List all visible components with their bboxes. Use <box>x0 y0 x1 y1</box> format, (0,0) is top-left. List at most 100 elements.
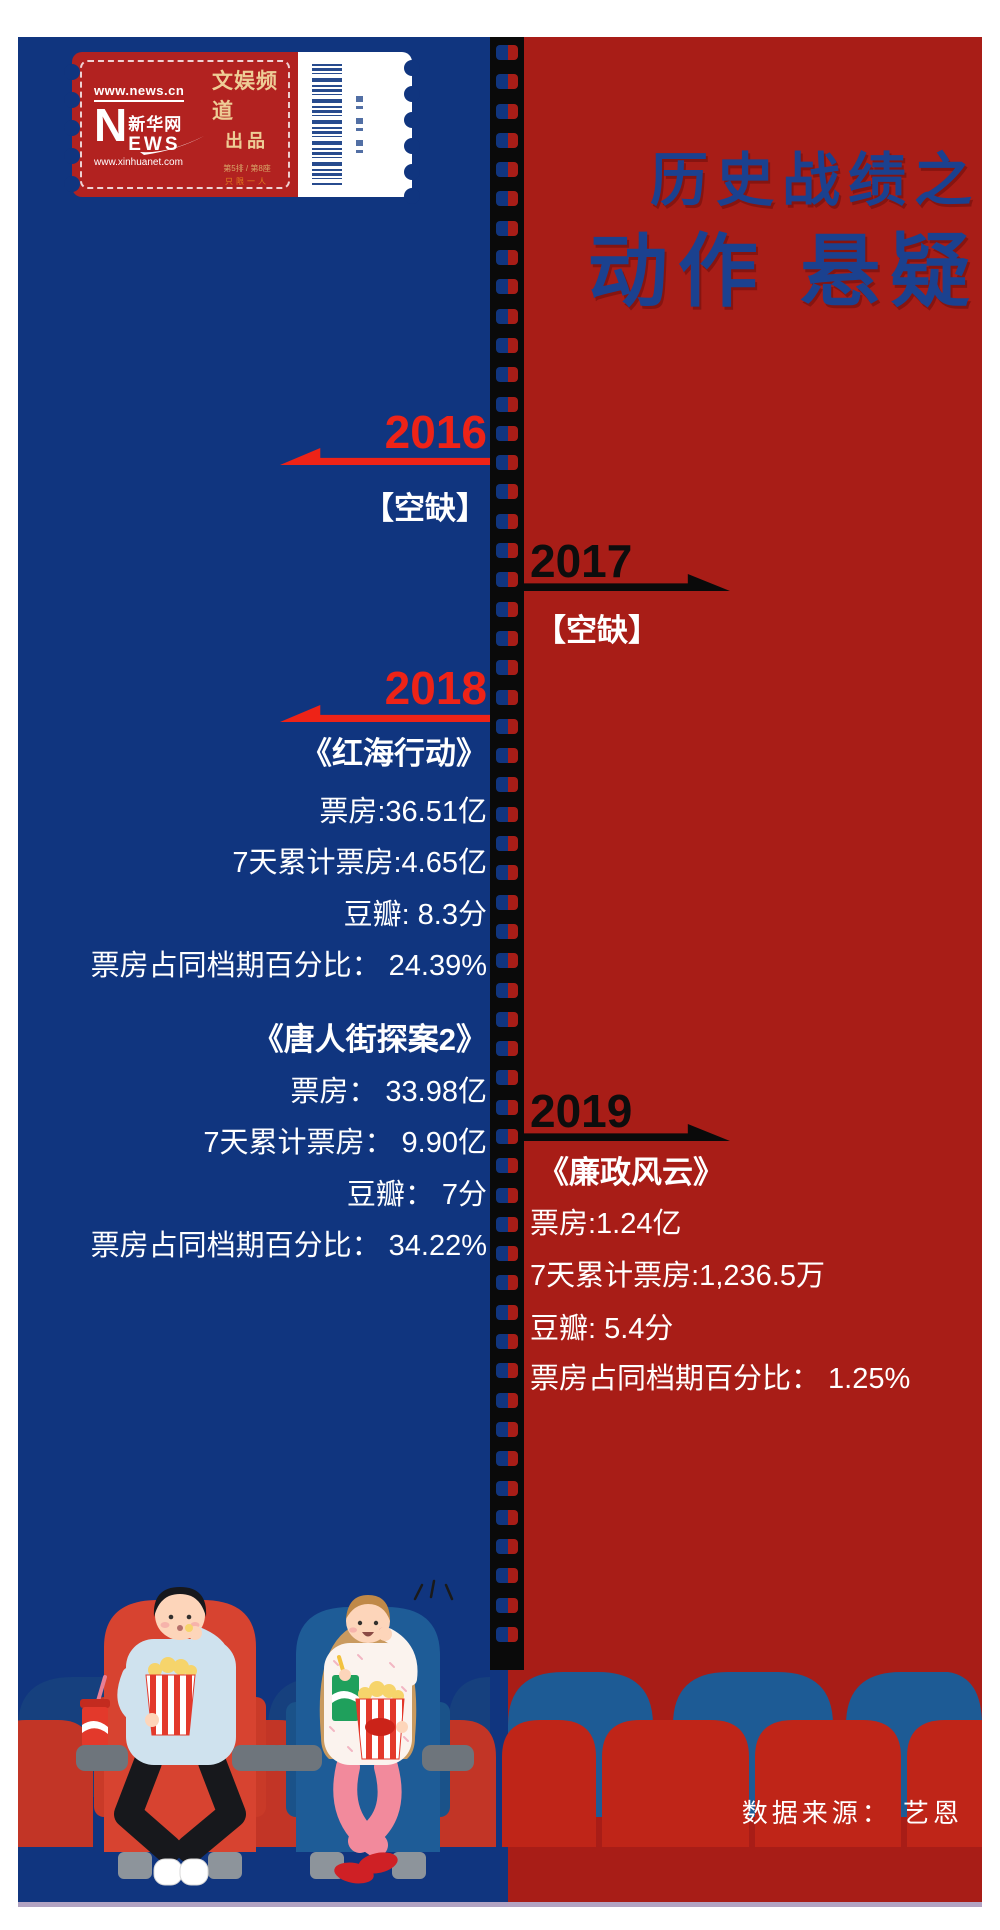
film-strip-hole <box>496 484 518 500</box>
stat-share: 票房占同档期百分比： 1.25% <box>530 1363 911 1395</box>
film-strip-hole <box>496 660 518 676</box>
logo-swoosh-icon <box>140 136 204 155</box>
stat-7day-total: 7天累计票房:1,236.5万 <box>530 1260 825 1292</box>
film-strip-hole <box>496 601 518 617</box>
film-strip-hole <box>496 1216 518 1232</box>
year-2018: 2018 <box>384 662 487 714</box>
ticket-admit-one: 只限一人 <box>225 176 269 186</box>
film-strip-hole <box>496 396 518 412</box>
film-strip-hole <box>496 630 518 646</box>
logo-chinese-name: 新华网 <box>128 115 183 134</box>
stat-7day-total: 7天累计票房:4.65亿 <box>232 847 487 879</box>
ticket-body: www.news.cn N 新华网 EWS www.xinhuanet.com <box>64 52 298 197</box>
year-2016: 2016 <box>384 406 487 458</box>
film-strip-hole <box>496 982 518 998</box>
film-strip-hole <box>496 748 518 764</box>
stub-marks <box>356 96 363 154</box>
stat-share: 票房占同档期百分比： 34.22% <box>90 1230 487 1262</box>
empty-2016: 【空缺】 <box>363 491 487 526</box>
film-strip-hole <box>496 513 518 529</box>
film-strip-hole <box>496 132 518 148</box>
man-figure <box>114 1587 246 1886</box>
film-strip-hole <box>496 543 518 559</box>
soda-cup <box>80 1675 110 1747</box>
xinhuanet-url: www.xinhuanet.com <box>94 157 183 168</box>
stat-box-office: 票房:36.51亿 <box>319 796 487 828</box>
film-strip-hole <box>496 1597 518 1613</box>
film-strip-hole <box>496 162 518 178</box>
film-strip-hole <box>496 1627 518 1643</box>
channel-name: 文娱频道 <box>212 69 278 123</box>
film-strip-hole <box>496 1568 518 1584</box>
blue-panel <box>18 37 508 1902</box>
film-strip-hole <box>496 308 518 324</box>
film-strip-hole <box>496 191 518 207</box>
page-title: 历史战绩之 <box>649 148 980 213</box>
film-strip-hole <box>496 279 518 295</box>
stat-box-office: 票房： 33.98亿 <box>290 1076 487 1108</box>
ticket-inner-border: www.news.cn N 新华网 EWS www.xinhuanet.com <box>80 60 290 189</box>
film-strip-hole <box>496 689 518 705</box>
movie-title-integrity: 《廉政风云》 <box>538 1155 724 1190</box>
film-strip-hole <box>496 74 518 90</box>
woman-figure <box>319 1579 454 1884</box>
stat-box-office: 票房:1.24亿 <box>530 1208 682 1240</box>
film-strip-hole <box>496 1128 518 1144</box>
film-strip-hole <box>496 1363 518 1379</box>
stat-douban: 豆瓣: 8.3分 <box>343 899 487 931</box>
film-strip-hole <box>496 777 518 793</box>
film-strip-hole <box>496 1421 518 1437</box>
film-strip-hole <box>496 1070 518 1086</box>
year-2019: 2019 <box>530 1085 633 1137</box>
page-subtitle-genres: 动作 悬疑 <box>587 227 980 316</box>
xinhuanet-logo: N 新华网 EWS <box>94 99 212 156</box>
news-url: www.news.cn <box>94 83 185 102</box>
film-strip-hole <box>496 425 518 441</box>
film-strip-hole <box>496 1011 518 1027</box>
film-strip-hole <box>496 1099 518 1115</box>
woman-drink-cup <box>332 1655 359 1721</box>
film-strip-hole <box>496 1451 518 1467</box>
logo-letter-n: N <box>94 99 128 151</box>
data-source-credit: 数据来源： 艺恩 <box>741 1798 963 1828</box>
cinema-audience-illustration <box>18 1579 982 1886</box>
film-strip-hole <box>496 572 518 588</box>
film-strip-hole <box>496 1539 518 1555</box>
poster-canvas: www.news.cn N 新华网 EWS www.xinhuanet.com <box>18 37 982 1907</box>
film-strip-hole <box>496 1275 518 1291</box>
empty-2017: 【空缺】 <box>535 613 659 648</box>
woman-popcorn-bucket <box>355 1681 408 1760</box>
film-strip-hole <box>496 1480 518 1496</box>
produced-by: 出品 <box>225 130 269 151</box>
film-strip-hole <box>496 865 518 881</box>
film-strip-divider <box>490 37 524 1670</box>
film-strip-hole <box>496 1304 518 1320</box>
film-strip-hole <box>496 718 518 734</box>
film-strip-hole <box>496 45 518 60</box>
stat-share: 票房占同档期百分比： 24.39% <box>90 950 487 982</box>
movie-title-detective-chinatown2: 《唐人街探案2》 <box>252 1022 487 1057</box>
film-strip-hole <box>496 836 518 852</box>
film-strip-hole <box>496 806 518 822</box>
film-strip-hole <box>496 1246 518 1262</box>
film-strip-hole <box>496 894 518 910</box>
film-strip-hole <box>496 1509 518 1525</box>
stat-douban: 豆瓣： 7分 <box>346 1179 487 1211</box>
film-strip-hole <box>496 103 518 119</box>
ticket-seat-info: 第5排 / 第8座 <box>223 163 271 173</box>
film-strip-hole <box>496 1158 518 1174</box>
film-strip-hole <box>496 1041 518 1057</box>
film-strip-hole <box>496 220 518 236</box>
logo-letters-ews: EWS <box>128 134 181 155</box>
stat-7day-total: 7天累计票房： 9.90亿 <box>203 1127 487 1159</box>
ticket-stub <box>298 52 420 204</box>
film-strip-hole <box>496 1334 518 1350</box>
film-strip-hole <box>496 455 518 471</box>
year-2017: 2017 <box>530 535 633 587</box>
film-strip-hole <box>496 1392 518 1408</box>
film-strip-hole <box>496 250 518 266</box>
movie-title-operation-red-sea: 《红海行动》 <box>301 736 487 771</box>
film-strip-hole <box>496 923 518 939</box>
film-strip-hole <box>496 1187 518 1203</box>
xinhua-ticket-logo: www.news.cn N 新华网 EWS www.xinhuanet.com <box>64 52 420 204</box>
